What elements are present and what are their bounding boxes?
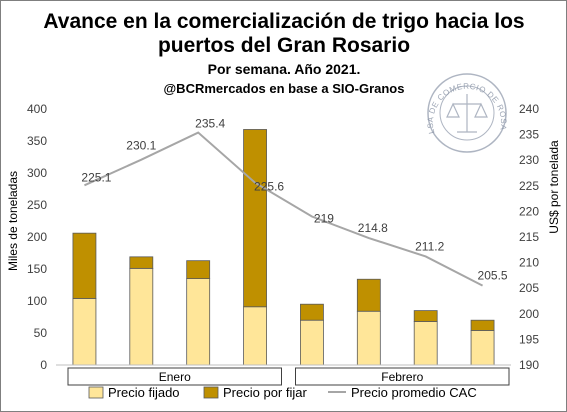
- bar-precio-fijado: [300, 319, 324, 366]
- y-left-tick-label: 100: [27, 294, 47, 308]
- y-right-tick-label: 225: [519, 179, 539, 193]
- y-right-tick-label: 215: [519, 230, 539, 244]
- bar-precio-fijado: [243, 306, 267, 366]
- y-right-tick-label: 235: [519, 128, 539, 142]
- bar-precio-fijado: [413, 321, 438, 366]
- y-left-tick-label: 400: [27, 102, 47, 116]
- line-data-label: 214.8: [358, 221, 388, 235]
- chart-title-line-2: puertos del Gran Rosario: [158, 34, 410, 57]
- line-data-label: 235.4: [195, 117, 225, 131]
- bar-precio-fijado: [129, 267, 154, 366]
- bar-precio-por-fijar: [413, 310, 438, 322]
- bar-precio-por-fijar: [243, 129, 267, 308]
- y-left-tick-label: 300: [27, 166, 47, 180]
- legend-swatch-precio-fijado: [88, 386, 104, 399]
- line-data-label: 211.2: [415, 239, 444, 253]
- bar-precio-por-fijar: [470, 319, 495, 331]
- y-left-tick-label: 0: [40, 358, 47, 372]
- y-left-tick-label: 150: [27, 262, 47, 276]
- bar-precio-por-fijar: [356, 278, 381, 312]
- y-right-tick-label: 200: [519, 307, 539, 321]
- legend-label-precio-por-fijar: Precio por fijar: [223, 385, 307, 400]
- x-group-box: [67, 367, 282, 386]
- x-group-box: [295, 367, 510, 386]
- bar-precio-fijado: [470, 330, 495, 366]
- y-left-axis-title: Miles de toneladas: [6, 171, 20, 271]
- logo-seal-outer: [427, 73, 507, 153]
- y-right-tick-label: 240: [519, 102, 539, 116]
- logo-scale-icon: [446, 94, 488, 133]
- legend-label-precio-fijado: Precio fijado: [108, 385, 180, 400]
- y-left-tick-label: 350: [27, 134, 47, 148]
- logo-seal-inner: [439, 85, 495, 141]
- y-right-tick-label: 230: [519, 153, 539, 167]
- bar-precio-por-fijar: [129, 256, 154, 269]
- bar-precio-por-fijar: [300, 303, 324, 321]
- y-right-axis-title: US$ por tonelada: [547, 140, 561, 234]
- bar-precio-fijado: [72, 298, 97, 366]
- bar-precio-fijado: [356, 310, 381, 366]
- legend-label-precio-promedio: Precio promedio CAC: [351, 385, 477, 400]
- x-group-label: Febrero: [381, 370, 423, 384]
- line-precio-promedio-cac: [84, 131, 484, 287]
- y-left-tick-label: 250: [27, 198, 47, 212]
- y-right-tick-label: 220: [519, 204, 539, 218]
- y-right-tick-label: 195: [519, 332, 539, 346]
- line-data-label: 230.1: [126, 139, 156, 153]
- line-data-label: 225.1: [81, 170, 111, 184]
- chart-title-line-1: Avance en la comercialización de trigo h…: [43, 10, 524, 33]
- bar-precio-por-fijar: [186, 260, 211, 279]
- line-data-label: 225.6: [254, 180, 284, 194]
- line-data-label: 205.5: [478, 269, 508, 283]
- chart-source: @BCRmercados en base a SIO-Granos: [164, 81, 405, 96]
- y-left-tick-label: 200: [27, 230, 47, 244]
- chart-subtitle: Por semana. Año 2021.: [208, 61, 361, 77]
- y-left-tick-label: 50: [34, 326, 48, 340]
- y-right-tick-label: 210: [519, 256, 539, 270]
- y-right-tick-label: 190: [519, 358, 539, 372]
- bar-precio-por-fijar: [72, 232, 97, 299]
- line-data-label: 219: [314, 212, 334, 226]
- y-right-tick-label: 205: [519, 281, 539, 295]
- bar-precio-fijado: [186, 278, 211, 366]
- legend-swatch-precio-por-fijar: [203, 386, 219, 399]
- x-group-label: Enero: [159, 370, 191, 384]
